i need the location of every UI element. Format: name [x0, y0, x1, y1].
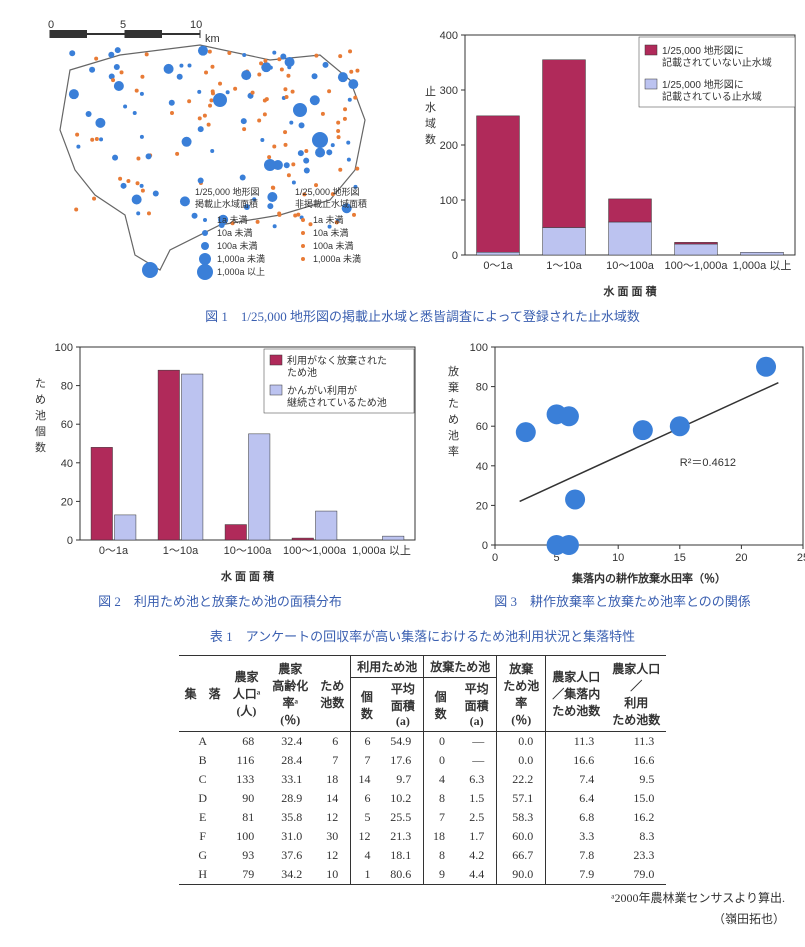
svg-text:20: 20 — [61, 496, 73, 508]
table1-caption: 表 1 アンケートの回収率が高い集落におけるため池利用状況と集落特性 — [20, 626, 805, 645]
svg-text:20: 20 — [476, 500, 488, 512]
svg-text:水: 水 — [425, 101, 436, 114]
svg-text:池: 池 — [448, 429, 459, 442]
svg-text:0～1a: 0～1a — [483, 260, 513, 272]
svg-text:個: 個 — [35, 425, 46, 438]
svg-text:0～1a: 0～1a — [99, 545, 129, 557]
svg-text:25: 25 — [797, 552, 805, 564]
svg-text:数: 数 — [425, 133, 436, 146]
svg-text:1a 未満: 1a 未満 — [217, 214, 248, 225]
svg-text:域: 域 — [425, 117, 436, 130]
svg-text:集落内の耕作放棄水田率（％）: 集落内の耕作放棄水田率（％） — [571, 571, 726, 585]
svg-text:ため池: ため池 — [287, 366, 317, 379]
svg-text:記載されている止水域: 記載されている止水域 — [662, 90, 762, 103]
svg-text:1,000a 未満: 1,000a 未満 — [217, 253, 265, 264]
figure1-caption: 図 1 1/25,000 地形図の掲載止水域と悉皆調査によって登録された止水域数 — [20, 306, 805, 325]
svg-text:100: 100 — [470, 342, 488, 354]
svg-text:100～1,000a: 100～1,000a — [283, 545, 347, 557]
svg-text:数: 数 — [35, 441, 46, 454]
table1-footnote: ᵃ2000年農林業センサスより算出. — [20, 889, 805, 906]
svg-text:100: 100 — [440, 195, 458, 207]
svg-text:1,000a 以上: 1,000a 以上 — [217, 267, 265, 277]
svg-text:10a 未満: 10a 未満 — [217, 227, 253, 238]
svg-text:1,000a 未満: 1,000a 未満 — [313, 253, 361, 264]
svg-text:20: 20 — [735, 552, 747, 564]
svg-text:40: 40 — [476, 461, 488, 473]
svg-text:1,000a 以上: 1,000a 以上 — [352, 544, 411, 557]
svg-text:止: 止 — [425, 85, 436, 98]
svg-text:1～10a: 1～10a — [546, 260, 582, 272]
figure3-caption: 図 3 耕作放棄率と放棄ため池率とのの関係 — [430, 591, 805, 610]
svg-text:300: 300 — [440, 85, 458, 97]
svg-text:率: 率 — [448, 444, 459, 458]
svg-text:掲載止水域面積: 掲載止水域面積 — [195, 198, 258, 209]
svg-text:1/25,000 地形図に: 1/25,000 地形図に — [662, 44, 744, 57]
svg-text:10: 10 — [612, 552, 624, 564]
table1-author: （嶺田拓也） — [20, 910, 805, 927]
svg-text:40: 40 — [61, 458, 73, 470]
svg-text:利用がなく放棄された: 利用がなく放棄された — [287, 354, 387, 367]
captions-2-3: 図 2 利用ため池と放棄ため池の面積分布 図 3 耕作放棄率と放棄ため池率とのの… — [20, 585, 805, 620]
svg-text:かんがい利用が: かんがい利用が — [287, 384, 357, 397]
svg-text:100a 未満: 100a 未満 — [313, 240, 354, 251]
table1: 集 落農家人口ᵃ(人)農家高齢化率ᵃ(％)ため池数利用ため池放棄ため池放棄ため池… — [179, 655, 667, 885]
figure1-row: 0 5 10 km 1/25,000 地形図掲載止水域面積1/25,000 地形… — [20, 20, 805, 300]
svg-text:0: 0 — [492, 552, 498, 564]
map-legend: 1/25,000 地形図掲載止水域面積1/25,000 地形図非掲載止水域面積1… — [195, 186, 367, 280]
figure2-3-row: 020406080100ため池個数0～1a1～10a10～100a100～1,0… — [20, 335, 805, 585]
svg-text:た: た — [35, 377, 46, 390]
svg-text:1a 未満: 1a 未満 — [313, 214, 344, 225]
svg-text:め: め — [35, 393, 46, 406]
svg-text:0: 0 — [67, 535, 73, 547]
figure1-chart: 0 100 200 300 400 止水域数 0～1a 1～10a 10～100a 100～1,0… — [410, 20, 805, 300]
figure2-chart: 020406080100ため池個数0～1a1～10a10～100a100～1,0… — [20, 335, 420, 585]
svg-text:10a 未満: 10a 未満 — [313, 227, 349, 238]
svg-text:80: 80 — [476, 382, 488, 394]
svg-text:棄: 棄 — [448, 380, 459, 394]
svg-text:水 面 面 積: 水 面 面 積 — [603, 284, 657, 298]
svg-text:10～100a: 10～100a — [224, 545, 273, 557]
svg-text:放: 放 — [448, 364, 459, 378]
svg-text:10～100a: 10～100a — [606, 260, 655, 272]
svg-text:100a 未満: 100a 未満 — [217, 240, 258, 251]
figure3-chart: 0510152025020406080100放棄ため池率集落内の耕作放棄水田率（… — [430, 335, 805, 585]
svg-text:60: 60 — [61, 419, 73, 431]
svg-text:水 面 面 積: 水 面 面 積 — [221, 569, 275, 583]
svg-text:1/25,000 地形図: 1/25,000 地形図 — [195, 186, 260, 197]
svg-text:km: km — [205, 33, 220, 45]
svg-text:記載されていない止水域: 記載されていない止水域 — [662, 56, 772, 69]
svg-text:5: 5 — [120, 20, 126, 31]
svg-text:た: た — [448, 397, 459, 410]
svg-text:10: 10 — [190, 20, 202, 31]
svg-text:400: 400 — [440, 30, 458, 42]
svg-text:200: 200 — [440, 140, 458, 152]
svg-text:15: 15 — [674, 552, 686, 564]
svg-text:80: 80 — [61, 381, 73, 393]
svg-text:0: 0 — [48, 20, 54, 31]
svg-text:100～1,000a: 100～1,000a — [665, 260, 729, 272]
svg-text:1/25,000 地形図に: 1/25,000 地形図に — [662, 78, 744, 91]
svg-text:池: 池 — [35, 409, 46, 422]
svg-text:0: 0 — [482, 540, 488, 552]
svg-text:0: 0 — [452, 250, 458, 262]
svg-text:R²＝0.4612: R²＝0.4612 — [680, 457, 736, 469]
svg-text:継続されているため池: 継続されているため池 — [287, 396, 387, 409]
svg-text:め: め — [448, 413, 459, 426]
svg-text:1/25,000 地形図: 1/25,000 地形図 — [295, 186, 360, 197]
figure2-caption: 図 2 利用ため池と放棄ため池の面積分布 — [20, 591, 420, 610]
figure1-map: 0 5 10 km 1/25,000 地形図掲載止水域面積1/25,000 地形… — [20, 20, 400, 300]
svg-text:60: 60 — [476, 421, 488, 433]
svg-text:非掲載止水域面積: 非掲載止水域面積 — [295, 198, 367, 209]
svg-text:1～10a: 1～10a — [163, 545, 199, 557]
svg-text:100: 100 — [55, 342, 73, 354]
svg-text:1,000a 以上: 1,000a 以上 — [733, 259, 792, 272]
